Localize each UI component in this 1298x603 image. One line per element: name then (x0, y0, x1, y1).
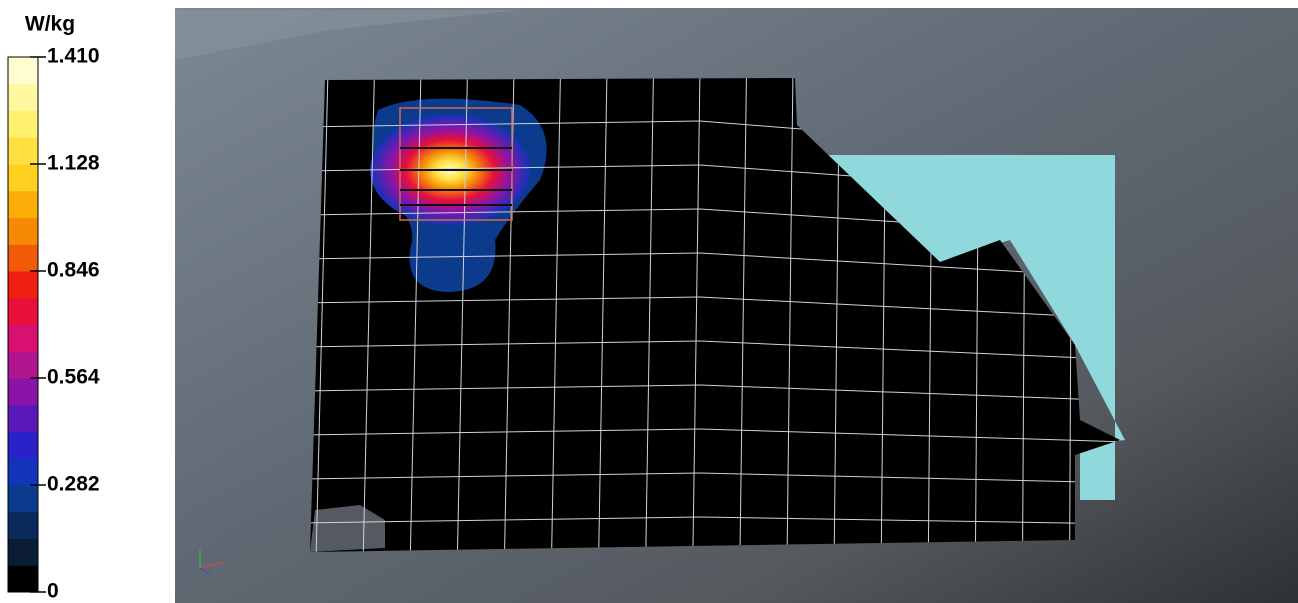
colorbar-band (8, 217, 38, 245)
mesh-line (645, 78, 654, 552)
colorbar-label: 1.410 (47, 45, 100, 68)
colorbar-band (8, 485, 38, 513)
colorbar-frame (7, 56, 39, 593)
mesh-line (699, 472, 1120, 484)
colorbar-unit: W/kg (25, 13, 75, 36)
mesh-line (739, 78, 747, 552)
mesh-line (310, 516, 701, 524)
colorbar-band (8, 164, 38, 192)
colorbar-label: 0.282 (47, 473, 100, 496)
mesh-line (551, 78, 561, 552)
colorbar-band (8, 190, 38, 218)
mesh-corner (310, 505, 385, 552)
probe-box (399, 107, 513, 221)
mesh-line (699, 384, 1120, 402)
mesh-line (598, 78, 608, 552)
colorbar-band (8, 351, 38, 379)
mesh-line (456, 78, 468, 552)
mesh-line (310, 252, 701, 260)
mesh-line (310, 472, 701, 480)
mesh-line (699, 428, 1120, 443)
mesh-line (699, 340, 1120, 361)
colorbar-label: 0 (47, 580, 59, 603)
colorbar-band (8, 83, 38, 111)
colorbar-band (8, 324, 38, 352)
mesh-line (310, 208, 701, 216)
mesh-line (409, 78, 422, 552)
colorbar-label: 1.128 (47, 152, 100, 175)
colorbar-label: 0.564 (47, 366, 100, 389)
colorbar-label: 0.846 (47, 259, 100, 282)
colorbar-band (8, 271, 38, 299)
colorbar-band (8, 565, 38, 593)
mesh-line (310, 340, 701, 348)
colorbar-band (8, 297, 38, 325)
colorbar-band (8, 511, 38, 539)
mesh-line (310, 296, 701, 304)
colorbar-band (8, 378, 38, 406)
colorbar: 1.410 1.128 0.846 0.564 0.282 0 (7, 45, 100, 603)
colorbar-band (8, 57, 38, 85)
mesh-line (310, 428, 701, 436)
colorbar-band (8, 538, 38, 566)
colorbar-band (8, 404, 38, 432)
mesh-line (699, 516, 1120, 525)
mesh-line (310, 384, 701, 392)
colorbar-band (8, 244, 38, 272)
axis-triad (199, 550, 226, 576)
mesh-line (692, 78, 701, 552)
background-shape (175, 10, 520, 60)
colorbar-band (8, 458, 38, 486)
mesh-line (786, 78, 794, 552)
probe-lines (400, 147, 512, 206)
colorbar-band (8, 137, 38, 165)
mesh-line (310, 120, 701, 128)
colorbar-band (8, 431, 38, 459)
cyan-region (825, 155, 1125, 500)
mesh-line (310, 164, 701, 172)
colorbar-band (8, 110, 38, 138)
